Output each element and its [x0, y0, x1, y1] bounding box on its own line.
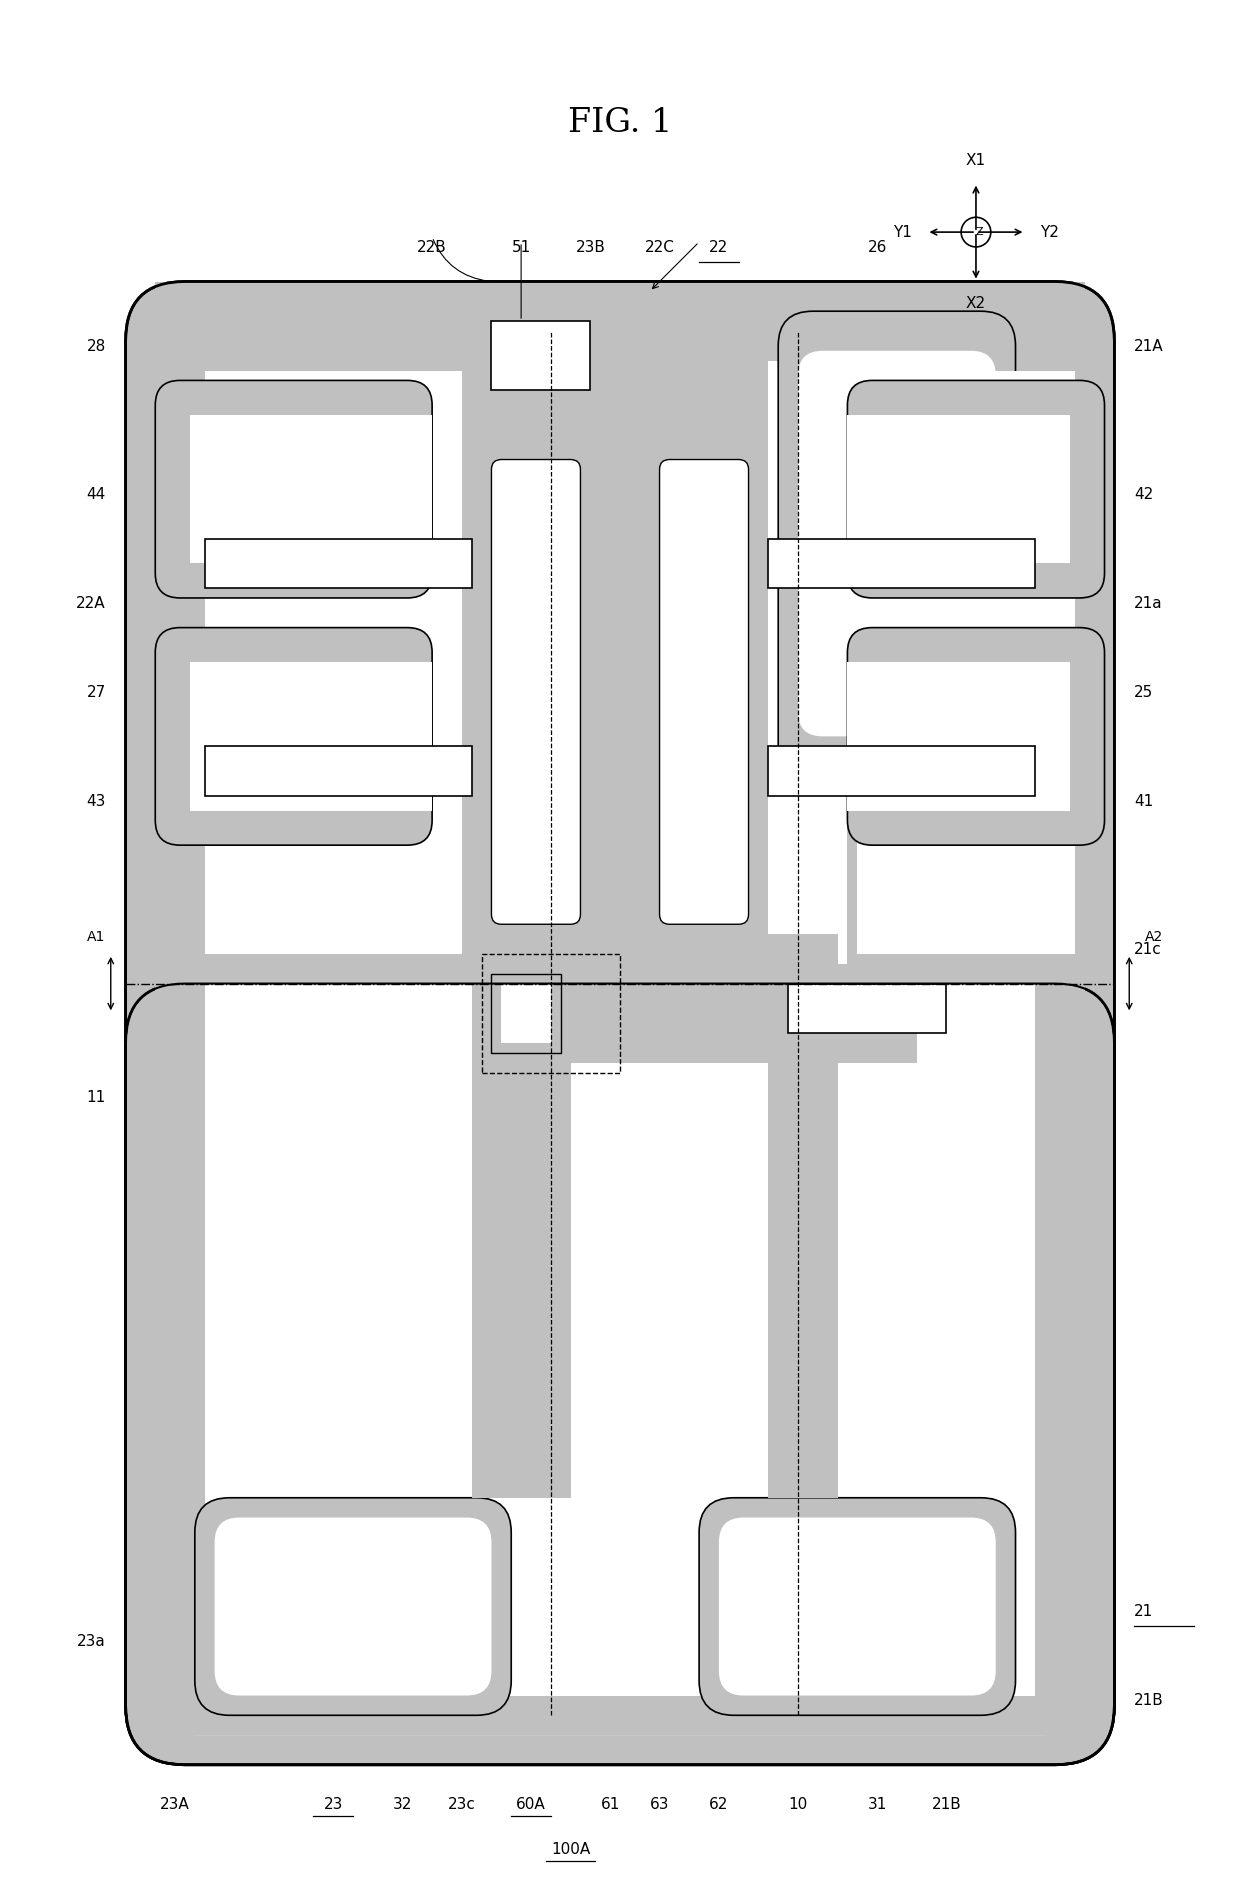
Bar	[155, 282, 1085, 360]
FancyBboxPatch shape	[155, 983, 1085, 1735]
Bar	[471, 964, 916, 1063]
FancyBboxPatch shape	[155, 311, 1085, 1735]
Text: 21B: 21B	[931, 1797, 961, 1813]
Text: Y1: Y1	[893, 225, 911, 241]
Text: 21A: 21A	[1135, 339, 1164, 354]
Text: 41: 41	[1135, 794, 1153, 809]
Bar	[155, 1695, 1085, 1735]
Bar	[481, 955, 620, 1072]
Text: Z: Z	[975, 227, 983, 237]
Bar	[155, 1705, 1085, 1735]
Text: 22: 22	[709, 241, 729, 256]
Text: 42: 42	[1135, 487, 1153, 502]
Text: 21c: 21c	[1135, 941, 1162, 956]
Text: 28: 28	[87, 339, 105, 354]
Text: 51: 51	[511, 241, 531, 256]
Text: X1: X1	[966, 153, 986, 169]
Bar	[769, 746, 1035, 795]
FancyBboxPatch shape	[847, 381, 1105, 599]
Text: Y2: Y2	[1040, 225, 1059, 241]
Text: 32: 32	[393, 1797, 412, 1813]
Text: 100A: 100A	[551, 1841, 590, 1856]
Bar	[857, 371, 1075, 955]
Bar	[847, 360, 1085, 983]
Text: 26: 26	[868, 241, 887, 256]
Text: 23: 23	[324, 1797, 343, 1813]
Bar	[205, 371, 461, 955]
Bar	[847, 415, 1070, 563]
Bar	[205, 746, 471, 795]
Bar	[847, 663, 1070, 811]
FancyBboxPatch shape	[125, 983, 1115, 1765]
Bar	[769, 934, 837, 1498]
Text: 23c: 23c	[448, 1797, 476, 1813]
FancyBboxPatch shape	[195, 1498, 511, 1716]
Bar	[1035, 983, 1085, 1735]
Bar	[155, 311, 205, 983]
Text: 31: 31	[868, 1797, 887, 1813]
Text: 62: 62	[709, 1797, 729, 1813]
FancyBboxPatch shape	[699, 1498, 1016, 1716]
FancyBboxPatch shape	[155, 627, 432, 845]
FancyBboxPatch shape	[215, 1517, 491, 1695]
Text: 22A: 22A	[76, 597, 105, 612]
Text: 21a: 21a	[1135, 597, 1163, 612]
Text: 44: 44	[87, 487, 105, 502]
Text: 60A: 60A	[516, 1797, 546, 1813]
FancyBboxPatch shape	[847, 627, 1105, 845]
Text: 10: 10	[789, 1797, 807, 1813]
Bar	[1035, 311, 1085, 983]
FancyBboxPatch shape	[125, 282, 1115, 1765]
Bar	[501, 983, 551, 1044]
Bar	[769, 538, 1035, 587]
Text: 63: 63	[650, 1797, 670, 1813]
Bar	[471, 983, 570, 1498]
Text: 61: 61	[600, 1797, 620, 1813]
Text: 22C: 22C	[645, 241, 675, 256]
Text: 23B: 23B	[575, 241, 605, 256]
Text: 43: 43	[87, 794, 105, 809]
Text: 22B: 22B	[417, 241, 446, 256]
FancyBboxPatch shape	[719, 1517, 996, 1695]
Text: A1: A1	[87, 930, 105, 943]
FancyBboxPatch shape	[799, 350, 996, 737]
Text: 27: 27	[87, 686, 105, 701]
Bar	[491, 322, 590, 390]
FancyBboxPatch shape	[779, 311, 1016, 786]
Text: A2: A2	[1145, 930, 1163, 943]
Text: 11: 11	[87, 1091, 105, 1106]
Bar	[190, 663, 432, 811]
Text: 25: 25	[1135, 686, 1153, 701]
Text: 23a: 23a	[77, 1635, 105, 1650]
Text: X2: X2	[966, 295, 986, 311]
Bar	[471, 282, 769, 983]
Bar	[789, 983, 946, 1032]
Bar	[205, 538, 471, 587]
Text: FIG. 1: FIG. 1	[568, 108, 672, 140]
FancyBboxPatch shape	[660, 460, 749, 924]
Bar	[190, 415, 432, 563]
Bar	[205, 360, 471, 983]
Text: 21: 21	[1135, 1604, 1153, 1619]
Text: 23A: 23A	[160, 1797, 190, 1813]
Bar	[155, 983, 205, 1735]
FancyBboxPatch shape	[155, 381, 432, 599]
Text: 21B: 21B	[1135, 1693, 1164, 1708]
FancyBboxPatch shape	[491, 460, 580, 924]
Bar	[491, 974, 560, 1053]
